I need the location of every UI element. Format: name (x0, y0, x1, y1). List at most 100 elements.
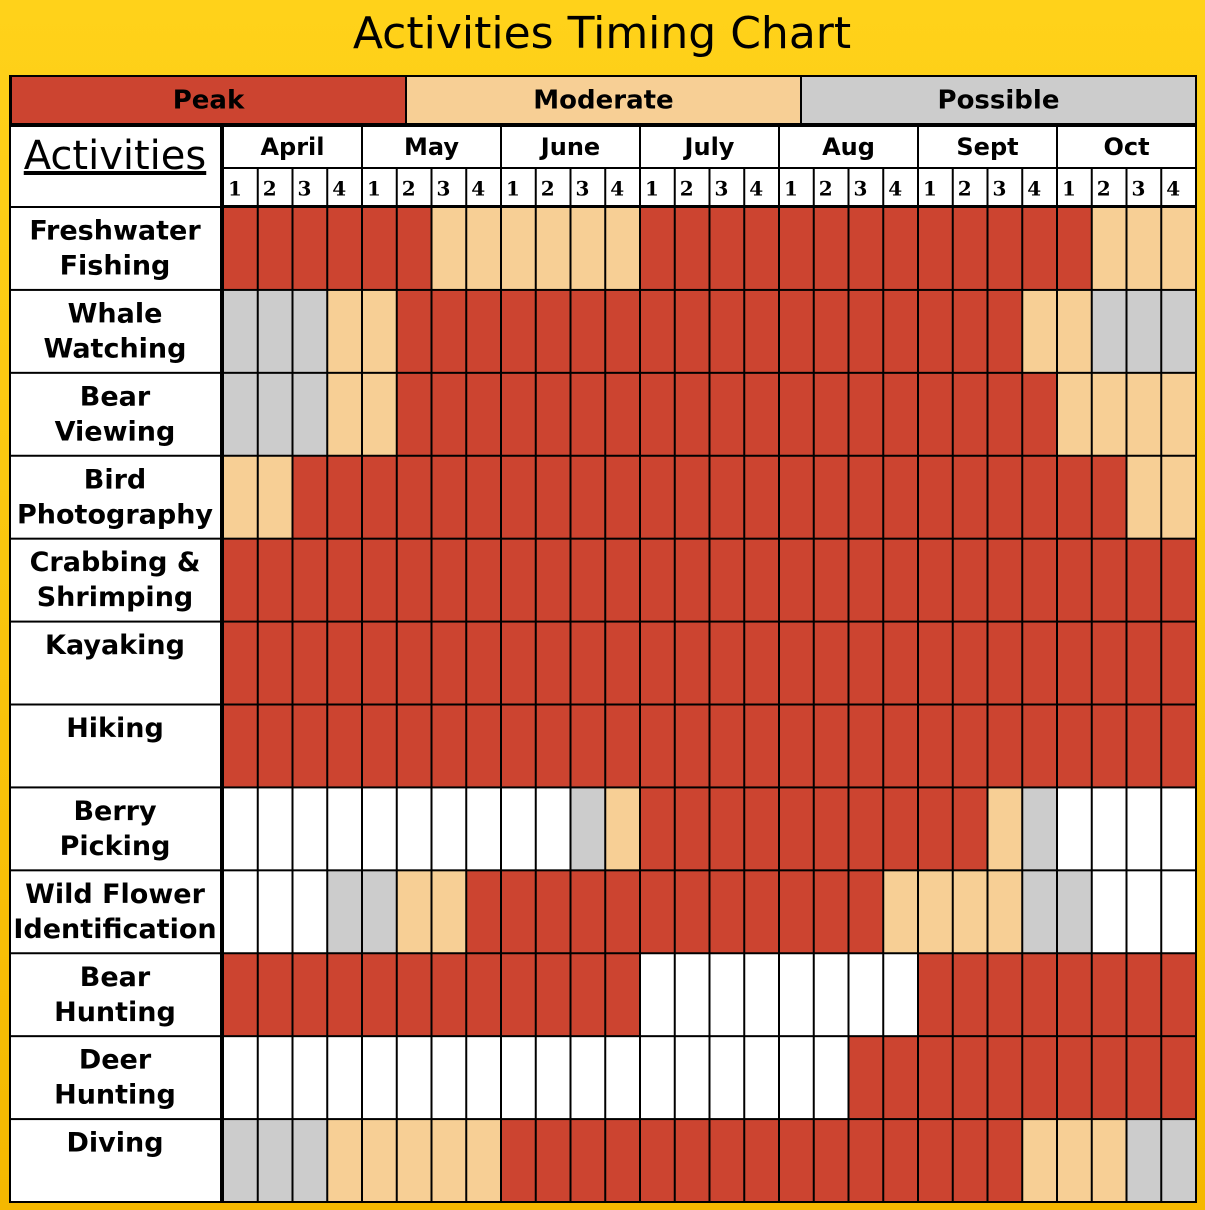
timing-cell (571, 290, 605, 372)
timing-cell (293, 705, 327, 787)
timing-cell (884, 373, 917, 455)
activity-label: Hiking (66, 713, 164, 744)
timing-cell (293, 1120, 327, 1201)
timing-cell (397, 622, 431, 704)
timing-cell (641, 456, 674, 538)
timing-cell (571, 622, 605, 704)
timing-cell (1023, 1120, 1056, 1201)
timing-cell (710, 871, 744, 953)
timing-cell (432, 208, 466, 289)
timing-cell (1058, 954, 1091, 1036)
timing-cell (814, 954, 848, 1036)
timing-cell (849, 622, 883, 704)
timing-cell (258, 954, 292, 1036)
week-cell (502, 169, 535, 205)
timing-cell (397, 1037, 431, 1119)
timing-cell (884, 622, 917, 704)
timing-cell (814, 1120, 848, 1201)
timing-cell (919, 788, 952, 870)
timing-cell (467, 871, 500, 953)
timing-cell (988, 705, 1022, 787)
timing-cell (432, 290, 466, 372)
timing-cell (641, 705, 674, 787)
week-label: 4 (610, 177, 624, 201)
month-cell (224, 127, 361, 167)
week-cell (675, 169, 709, 205)
timing-cell (258, 290, 292, 372)
timing-cell (502, 208, 535, 289)
week-cell (467, 169, 500, 205)
timing-cell (1127, 456, 1161, 538)
week-cell (1058, 169, 1091, 205)
timing-cell (780, 456, 813, 538)
timing-cell (293, 871, 327, 953)
timing-cell (224, 539, 257, 621)
timing-cell (988, 373, 1022, 455)
activity-label: Whale (68, 298, 163, 329)
timing-cell (224, 1037, 257, 1119)
activity-cell (11, 539, 220, 621)
week-cell (363, 169, 396, 205)
timing-cell (1127, 208, 1161, 289)
timing-cell (328, 1120, 361, 1201)
month-cell (502, 127, 639, 167)
month-label: April (260, 133, 324, 161)
timing-cell (641, 788, 674, 870)
legend-swatch (12, 77, 405, 123)
timing-cell (397, 871, 431, 953)
timing-cell (432, 954, 466, 1036)
week-label: 4 (1166, 177, 1180, 201)
timing-cell (849, 788, 883, 870)
timing-cell (919, 373, 952, 455)
activity-label: Bear (80, 962, 151, 993)
timing-cell (780, 1037, 813, 1119)
week-label: 1 (367, 177, 381, 201)
month-cell (363, 127, 500, 167)
timing-cell (675, 622, 709, 704)
timing-cell (641, 1120, 674, 1201)
week-cell (953, 169, 987, 205)
timing-cell (397, 788, 431, 870)
timing-cell (884, 1037, 917, 1119)
timing-cell (536, 539, 570, 621)
timing-cell (1092, 788, 1126, 870)
timing-cell (675, 871, 709, 953)
timing-cell (849, 208, 883, 289)
activity-cell (11, 1120, 220, 1201)
timing-cell (1127, 290, 1161, 372)
timing-cell (467, 1037, 500, 1119)
timing-cell (814, 622, 848, 704)
week-cell (780, 169, 813, 205)
week-label: 4 (332, 177, 346, 201)
timing-cell (258, 456, 292, 538)
timing-cell (953, 871, 987, 953)
timing-cell (397, 539, 431, 621)
timing-cell (675, 539, 709, 621)
week-cell (988, 169, 1022, 205)
week-label: 4 (1027, 177, 1041, 201)
activity-label: Fishing (60, 251, 171, 282)
timing-cell (536, 290, 570, 372)
timing-cell (536, 622, 570, 704)
month-label: Aug (822, 133, 875, 161)
timing-cell (1058, 290, 1091, 372)
month-label: Sept (956, 133, 1018, 161)
timing-cell (849, 456, 883, 538)
activity-label: Hunting (54, 997, 176, 1028)
timing-cell (780, 954, 813, 1036)
activity-label: Berry (73, 796, 157, 827)
timing-cell (606, 954, 639, 1036)
timing-cell (467, 705, 500, 787)
timing-cell (502, 705, 535, 787)
timing-cell (293, 1037, 327, 1119)
activity-label: Crabbing & (30, 547, 201, 578)
timing-cell (502, 788, 535, 870)
timing-cell (571, 1037, 605, 1119)
timing-cell (571, 705, 605, 787)
timing-cell (1058, 871, 1091, 953)
activity-label: Freshwater (29, 216, 201, 247)
timing-cell (814, 705, 848, 787)
timing-cell (536, 705, 570, 787)
timing-cell (536, 208, 570, 289)
timing-cell (1162, 954, 1195, 1036)
